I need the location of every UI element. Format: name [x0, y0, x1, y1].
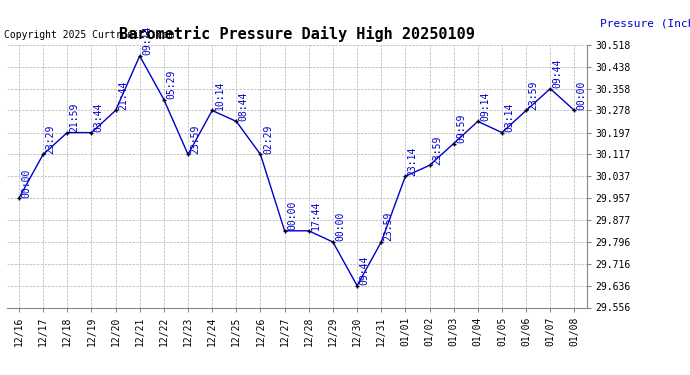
Text: 23:59: 23:59 [190, 124, 200, 154]
Text: 08:44: 08:44 [239, 92, 248, 121]
Text: 00:00: 00:00 [21, 168, 31, 198]
Text: 17:44: 17:44 [311, 201, 321, 230]
Text: 23:14: 23:14 [408, 146, 417, 176]
Text: 03:44: 03:44 [94, 103, 104, 132]
Text: 09:44: 09:44 [359, 256, 369, 285]
Text: 23:59: 23:59 [529, 81, 538, 110]
Text: 09:14: 09:14 [142, 26, 152, 56]
Text: 02:29: 02:29 [263, 124, 273, 154]
Text: Pressure (Inches/Hg): Pressure (Inches/Hg) [600, 19, 690, 29]
Text: 21:44: 21:44 [118, 81, 128, 110]
Text: 05:29: 05:29 [166, 70, 176, 99]
Text: 00:00: 00:00 [335, 212, 345, 242]
Text: 21:59: 21:59 [70, 103, 79, 132]
Text: 00:00: 00:00 [287, 201, 297, 230]
Text: 23:59: 23:59 [432, 135, 442, 165]
Text: 03:14: 03:14 [504, 103, 514, 132]
Text: 09:44: 09:44 [553, 59, 562, 88]
Text: 10:14: 10:14 [215, 81, 224, 110]
Title: Barometric Pressure Daily High 20250109: Barometric Pressure Daily High 20250109 [119, 27, 475, 42]
Text: 23:29: 23:29 [46, 124, 55, 154]
Text: 00:00: 00:00 [577, 81, 586, 110]
Text: 09:14: 09:14 [480, 92, 490, 121]
Text: 23:59: 23:59 [384, 212, 393, 242]
Text: Copyright 2025 Curtronics.com: Copyright 2025 Curtronics.com [4, 30, 175, 40]
Text: 09:59: 09:59 [456, 114, 466, 143]
